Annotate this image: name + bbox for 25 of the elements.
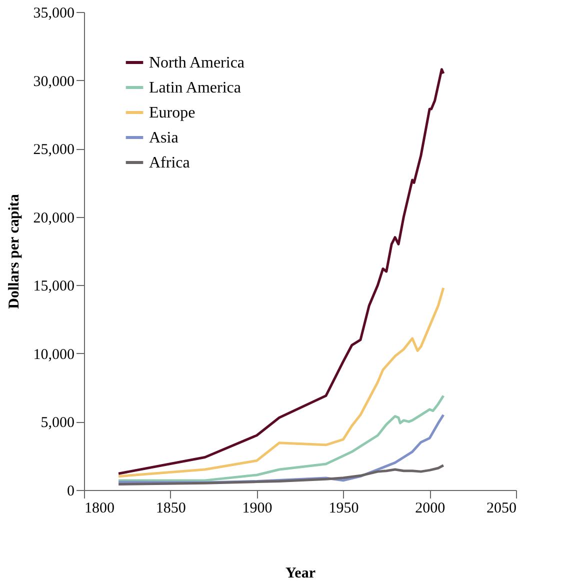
x-tick-label: 1850 (156, 500, 186, 516)
line-series (117, 286, 445, 478)
x-tick-label: 1800 (84, 500, 114, 516)
legend-label: Asia (149, 130, 178, 146)
legend-label: Latin America (149, 80, 241, 96)
x-tick-label: 1900 (242, 500, 272, 516)
y-tick-label: 30,000 (33, 74, 74, 90)
x-tick-label: 2050 (486, 500, 516, 516)
y-tick-label: 20,000 (33, 210, 74, 226)
legend-label: North America (149, 54, 245, 72)
y-tick-label: 0 (67, 484, 74, 500)
y-tick-label: 15,000 (33, 278, 74, 295)
legend-label: Africa (149, 154, 190, 172)
line-series (117, 394, 445, 482)
y-axis-title: Dollars per capita (6, 194, 22, 309)
x-tick-label: 2000 (415, 500, 446, 516)
x-axis-title: Year (286, 566, 316, 581)
y-tick-label: 10,000 (33, 346, 74, 363)
x-tick-label: 1950 (328, 500, 359, 516)
legend-label: Europe (149, 104, 196, 122)
line-series (117, 68, 445, 475)
y-tick-label: 5,000 (40, 415, 74, 432)
y-tick-label: 35,000 (33, 6, 74, 22)
y-tick-label: 25,000 (33, 142, 74, 158)
line-series (117, 464, 445, 486)
